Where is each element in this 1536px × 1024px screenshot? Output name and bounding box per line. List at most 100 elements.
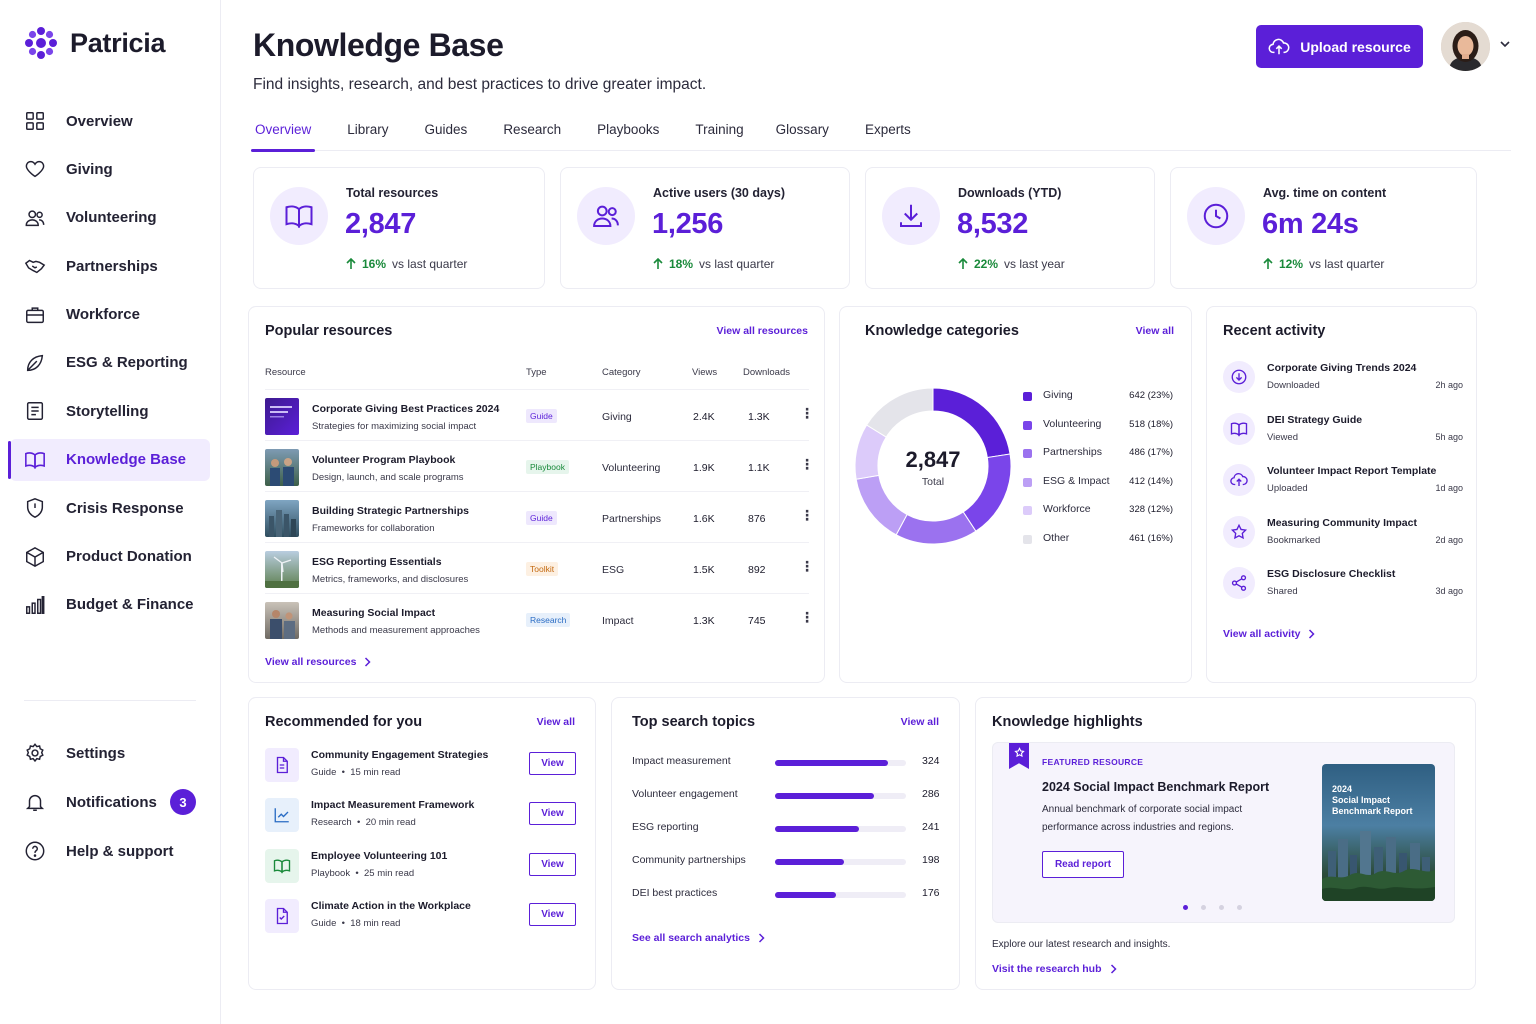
carousel-dot[interactable] [1237,905,1242,910]
table-row[interactable]: Volunteer Program Playbook Design, launc… [265,440,814,490]
list-item[interactable]: Climate Action in the Workplace Guide • … [265,897,579,937]
activity-time: 1d ago [1435,483,1463,493]
link-label: Visit the research hub [992,963,1102,975]
donut-slice-partnerships[interactable] [895,511,977,545]
brand[interactable]: Patricia [24,26,165,60]
arrow-up-icon [958,258,968,269]
more-options-icon[interactable]: ⋮ [800,558,814,574]
sidebar-item-partnerships[interactable]: Partnerships [10,245,210,287]
donut-slice-other[interactable] [865,387,934,438]
cover-year: 2024 [1332,784,1353,794]
stat-value: 6m 24s [1262,208,1359,240]
photo-image [270,458,294,486]
tab-research[interactable]: Research [503,122,562,137]
view-button[interactable]: View [529,903,576,926]
photo-image [270,610,295,639]
sidebar-item-workforce[interactable]: Workforce [10,294,210,336]
upload-resource-button[interactable]: Upload resource [1256,25,1423,68]
topic-row[interactable]: ESG reporting 241 [632,819,942,839]
categories-view-all-link[interactable]: View all [1135,325,1174,337]
sidebar-item-settings[interactable]: Settings [10,732,210,774]
more-options-icon[interactable]: ⋮ [800,507,814,523]
sidebar-item-storytelling[interactable]: Storytelling [10,390,210,432]
sidebar-item-giving[interactable]: Giving [10,148,210,190]
legend-name: Partnerships [1043,446,1102,458]
topic-row[interactable]: DEI best practices 176 [632,885,942,905]
tab-library[interactable]: Library [347,122,389,137]
topic-row[interactable]: Community partnerships 198 [632,852,942,872]
activity-item[interactable]: ESG Disclosure Checklist Shared 3d ago [1223,567,1463,611]
table-row[interactable]: ESG Reporting Essentials Metrics, framew… [265,542,814,592]
sidebar-item-notifications[interactable]: Notifications 3 [10,781,210,823]
grid-icon [26,112,44,130]
research-hub-link[interactable]: Visit the research hub [992,963,1117,975]
activity-time: 2h ago [1435,380,1463,390]
activity-title: Measuring Community Impact [1267,517,1417,529]
legend-item: Partnerships 486 (17%) [1023,445,1173,465]
resource-views: 1.6K [693,513,715,525]
tab-glossary[interactable]: Glossary [775,122,829,137]
activity-item[interactable]: Corporate Giving Trends 2024 Downloaded … [1223,361,1463,405]
list-item[interactable]: Impact Measurement Framework Research • … [265,796,579,836]
sidebar-item-knowledge-base[interactable]: Knowledge Base [8,438,210,481]
more-options-icon[interactable]: ⋮ [800,456,814,472]
type-badge: Research [526,613,571,627]
more-options-icon[interactable]: ⋮ [800,609,814,625]
topic-bar-fill [775,760,888,766]
tab-training[interactable]: Training [695,122,744,137]
sidebar-item-crisis-response[interactable]: Crisis Response [10,487,210,529]
recommendation-meta: Guide • 18 min read [311,918,401,929]
sidebar-item-budget-finance[interactable]: Budget & Finance [10,584,210,626]
legend-swatch [1023,478,1032,487]
box-icon [26,546,44,567]
chevron-down-icon[interactable] [1499,38,1511,50]
carousel-dot[interactable] [1183,905,1188,910]
view-all-activity-link[interactable]: View all activity [1223,628,1315,640]
list-item[interactable]: Community Engagement Strategies Guide • … [265,746,579,786]
activity-item[interactable]: DEI Strategy Guide Viewed 5h ago [1223,413,1463,457]
carousel-dot[interactable] [1219,905,1224,910]
sidebar-item-esg-reporting[interactable]: ESG & Reporting [10,342,210,384]
featured-resource[interactable]: FEATURED RESOURCE 2024 Social Impact Ben… [992,742,1455,923]
recommendation-meta: Research • 20 min read [311,817,416,828]
sidebar-item-label: ESG & Reporting [66,354,188,372]
sidebar-item-overview[interactable]: Overview [10,100,210,142]
carousel-dot[interactable] [1201,905,1206,910]
search-topics-view-all-link[interactable]: View all [900,716,939,728]
activity-action: Uploaded [1267,483,1308,494]
stat-icon [1187,187,1245,245]
notification-badge: 3 [170,789,196,815]
view-button[interactable]: View [529,853,576,876]
donut-total: 2,847 [905,447,961,472]
sidebar-item-product-donation[interactable]: Product Donation [10,536,210,578]
tab-overview[interactable]: Overview [251,110,316,152]
avatar[interactable] [1441,22,1490,71]
view-all-resources-link[interactable]: View all resources [716,325,808,337]
table-row[interactable]: Measuring Social Impact Methods and meas… [265,593,814,643]
table-row[interactable]: Building Strategic Partnerships Framewor… [265,491,814,541]
tab-playbooks[interactable]: Playbooks [597,122,660,137]
list-item[interactable]: Employee Volunteering 101 Playbook • 25 … [265,847,579,887]
view-button[interactable]: View [529,752,576,775]
tab-experts[interactable]: Experts [864,122,911,137]
more-options-icon[interactable]: ⋮ [800,405,814,421]
sidebar-item-volunteering[interactable]: Volunteering [10,197,210,239]
activity-item[interactable]: Volunteer Impact Report Template Uploade… [1223,464,1463,508]
sidebar-item-label: Overview [66,112,133,130]
topic-row[interactable]: Impact measurement 324 [632,753,942,773]
activity-item[interactable]: Measuring Community Impact Bookmarked 2d… [1223,516,1463,560]
table-row[interactable]: Corporate Giving Best Practices 2024 Str… [265,389,814,439]
sidebar-item-help[interactable]: Help & support [10,830,210,872]
read-report-button[interactable]: Read report [1042,851,1124,878]
file-check-icon [276,907,288,925]
stat-delta-suffix: vs last quarter [1309,257,1385,271]
photo-image [269,510,296,537]
topic-bar-track [775,826,906,832]
view-all-resources-bottom-link[interactable]: View all resources [265,656,372,668]
recommended-view-all-link[interactable]: View all [536,716,575,728]
search-analytics-link[interactable]: See all search analytics [632,932,765,944]
topic-count: 324 [922,755,940,767]
topic-row[interactable]: Volunteer engagement 286 [632,786,942,806]
view-button[interactable]: View [529,802,576,825]
tab-guides[interactable]: Guides [424,122,468,137]
